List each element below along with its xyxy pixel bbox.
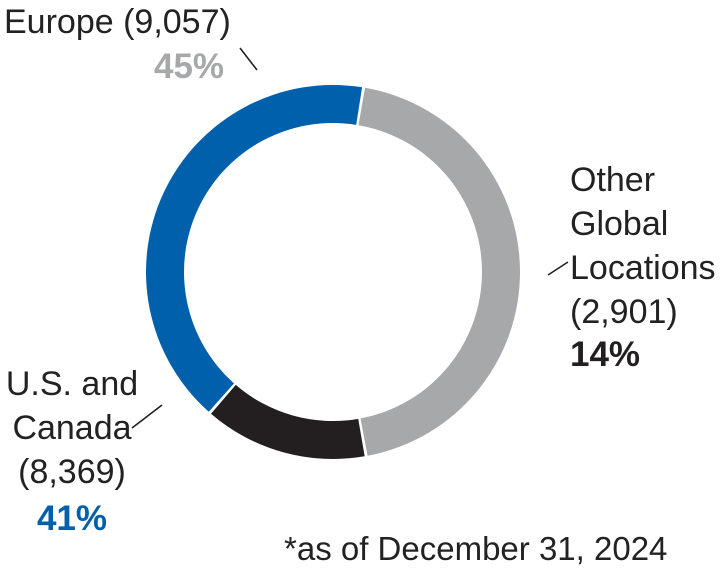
donut-slices bbox=[146, 85, 521, 460]
label-europe-name: Europe bbox=[4, 3, 114, 41]
footnote: *as of December 31, 2024 bbox=[284, 530, 668, 567]
label-other-percent: 14% bbox=[570, 335, 641, 374]
leader-line-other bbox=[547, 261, 569, 276]
label-other-name-line1: Other bbox=[570, 161, 656, 199]
label-us-name-line1: U.S. and bbox=[5, 365, 139, 403]
donut-slice-europe bbox=[358, 87, 521, 456]
leader-line-us bbox=[131, 404, 163, 429]
label-us-name-line2: Canada bbox=[12, 409, 132, 447]
label-us-canada: U.S. and Canada (8,369) 41% bbox=[4, 362, 140, 540]
label-other-name-line3: Locations bbox=[570, 249, 716, 287]
donut-slice-u-s-and-canada bbox=[146, 85, 363, 412]
donut-slice-other-global-locations bbox=[210, 384, 365, 460]
label-europe: Europe (9,057) 45% bbox=[4, 0, 231, 88]
label-us-percent: 41% bbox=[36, 499, 108, 538]
label-us-count: (8,369) bbox=[18, 453, 126, 491]
label-other-global-locations: Other Global Locations (2,901) 14% bbox=[570, 158, 716, 376]
label-other-count: (2,901) bbox=[570, 293, 678, 331]
label-europe-count: (9,057) bbox=[123, 3, 231, 41]
leader-line-europe bbox=[239, 47, 258, 71]
label-europe-percent: 45% bbox=[154, 47, 225, 86]
label-other-name-line2: Global bbox=[570, 205, 669, 243]
